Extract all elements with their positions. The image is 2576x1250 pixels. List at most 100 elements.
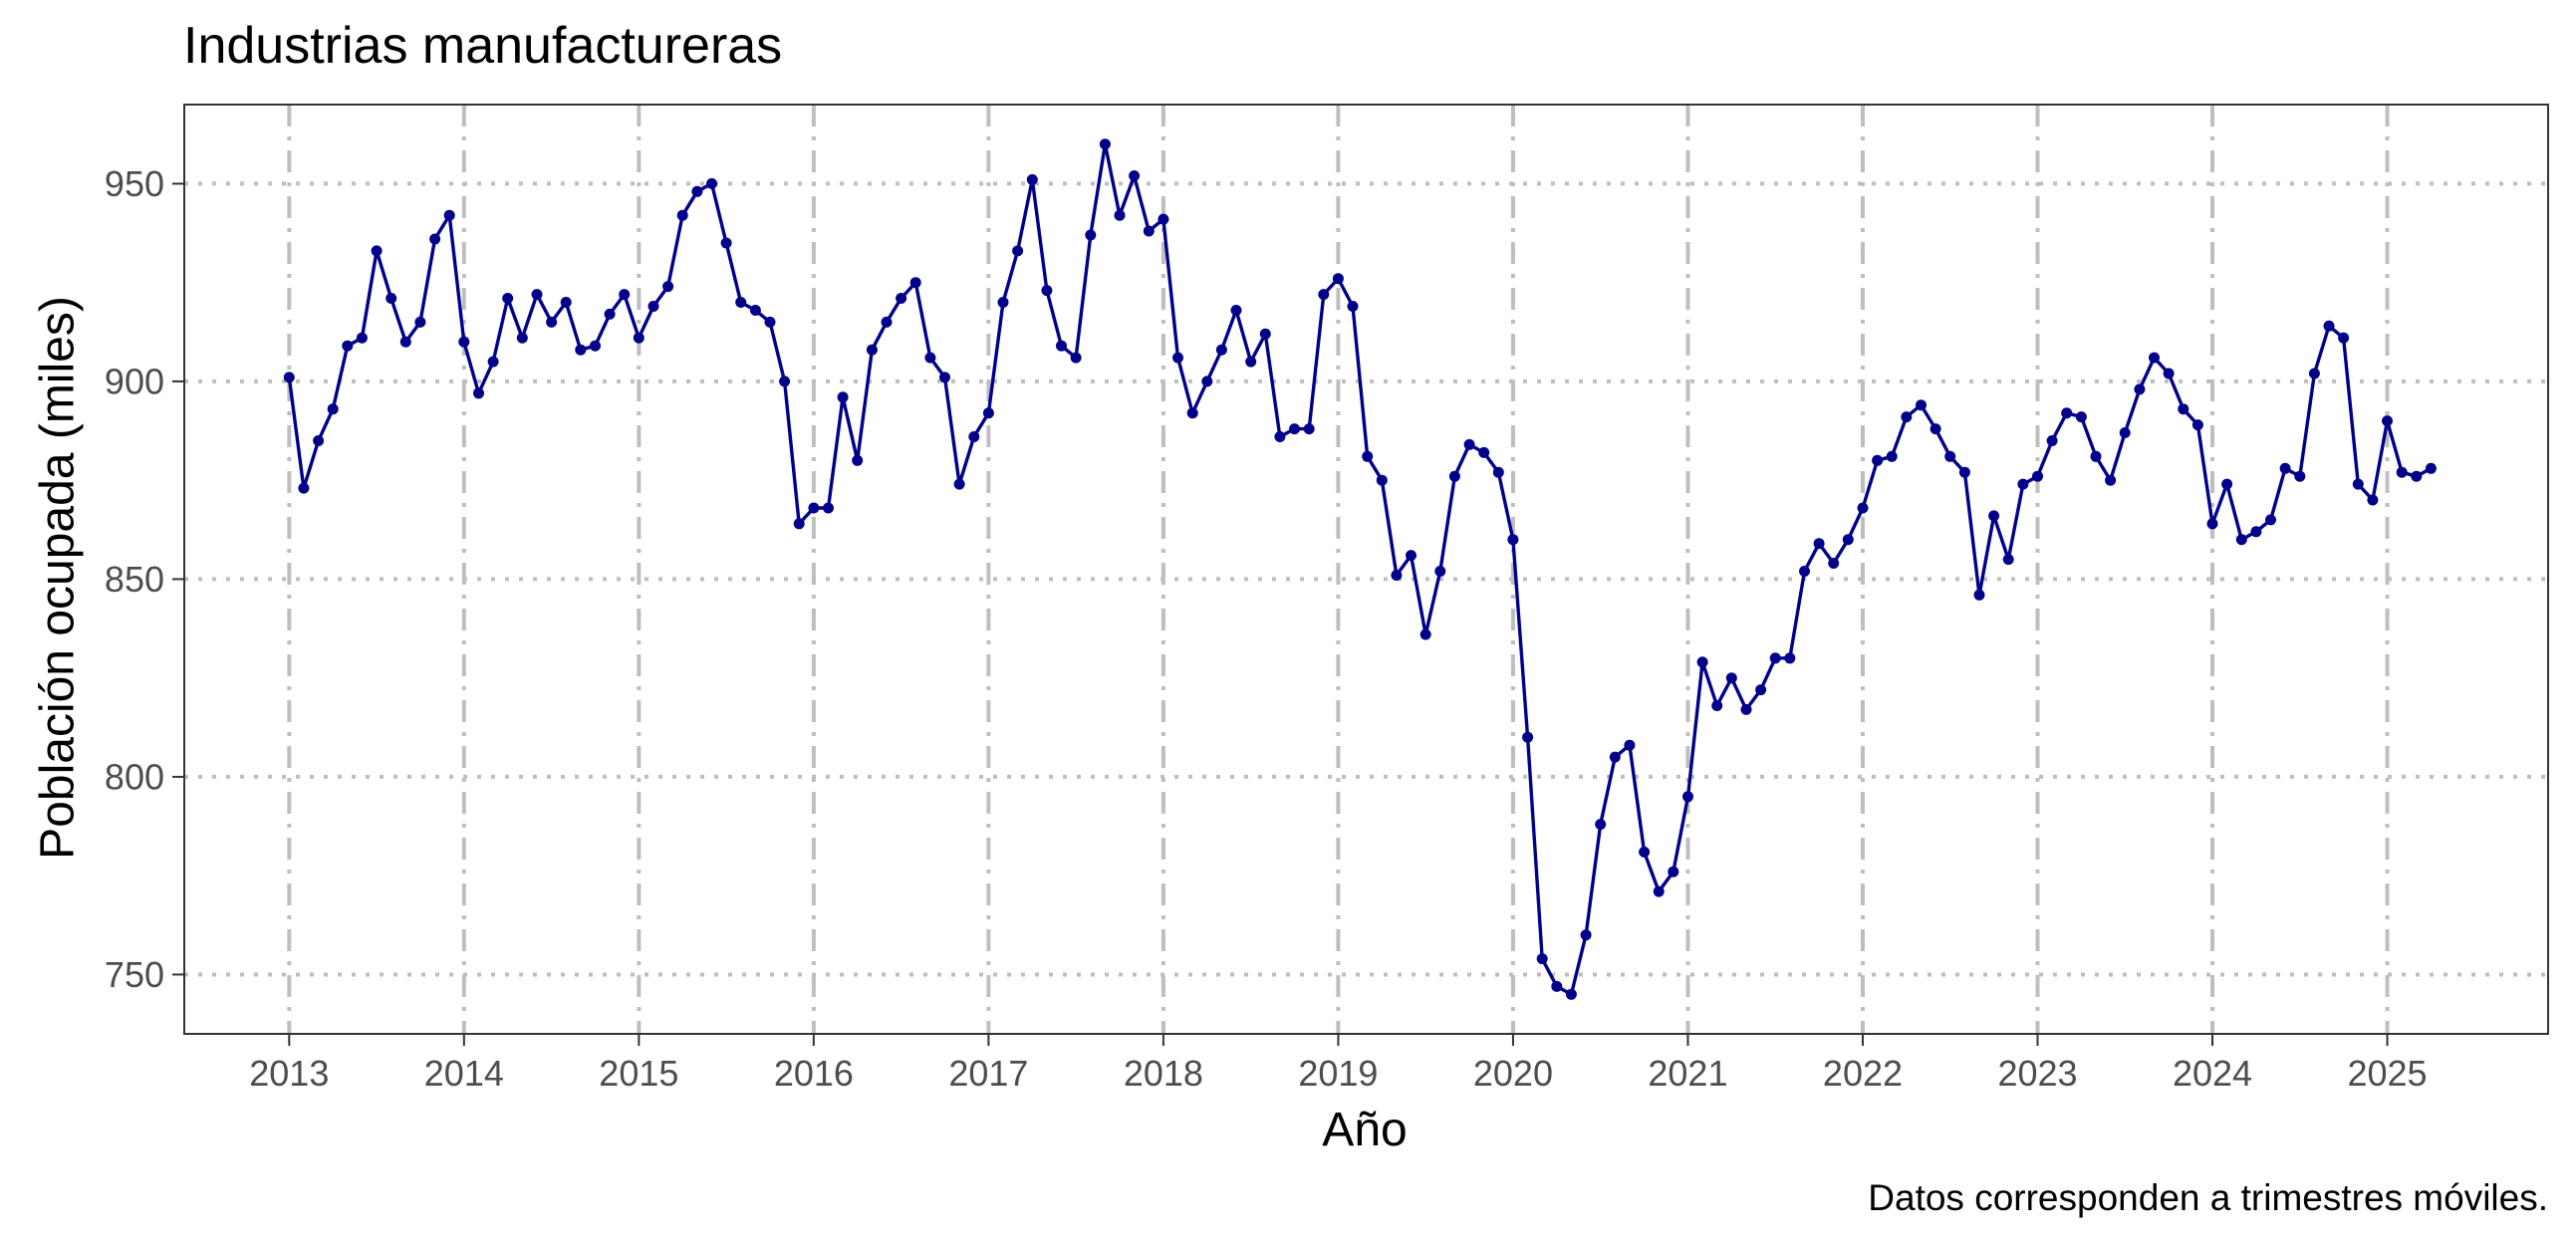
chart-caption: Datos corresponden a trimestres móviles. [1868, 1177, 2548, 1218]
y-tick-label: 800 [105, 756, 164, 797]
data-point [429, 233, 441, 245]
x-tick-label: 2021 [1648, 1053, 1727, 1094]
chart-title: Industrias manufactureras [183, 17, 783, 75]
data-point [866, 344, 878, 356]
data-point [2411, 470, 2423, 482]
x-tick-label: 2017 [948, 1053, 1028, 1094]
data-point [1259, 328, 1271, 340]
data-point [1318, 289, 1330, 301]
data-point [1143, 225, 1155, 237]
data-point [1624, 739, 1636, 751]
data-point [924, 352, 936, 364]
x-tick-label: 2016 [774, 1053, 854, 1094]
data-point [1639, 846, 1651, 858]
x-tick-label: 2023 [1997, 1053, 2077, 1094]
data-point [1813, 538, 1825, 550]
data-point [2105, 474, 2117, 486]
data-point [2425, 462, 2437, 474]
data-point [2061, 407, 2073, 419]
data-point [2090, 450, 2102, 462]
data-point [386, 293, 397, 304]
x-tick-label: 2024 [2173, 1053, 2252, 1094]
data-point [2323, 320, 2335, 332]
data-point [399, 336, 411, 348]
data-point [342, 340, 354, 352]
data-point [1799, 566, 1810, 577]
x-tick-label: 2020 [1473, 1053, 1553, 1094]
data-point [458, 336, 470, 348]
data-point [749, 305, 761, 316]
data-point [356, 332, 368, 344]
data-point [1056, 340, 1067, 352]
data-point [1857, 502, 1869, 514]
data-point [2279, 462, 2291, 474]
data-point [1463, 438, 1475, 450]
data-point [1099, 138, 1111, 150]
x-tick-label: 2018 [1124, 1053, 1203, 1094]
data-point [1362, 450, 1374, 462]
data-point [1478, 446, 1490, 458]
data-point [1653, 885, 1665, 897]
series [283, 138, 2437, 1000]
data-point [720, 237, 732, 249]
data-point [2017, 478, 2029, 490]
series-line [287, 141, 2433, 996]
data-point [1448, 470, 1460, 482]
data-point [633, 332, 644, 344]
data-point [1580, 929, 1592, 941]
x-tick-label: 2025 [2347, 1053, 2427, 1094]
data-point [909, 277, 921, 289]
data-point [1682, 791, 1693, 803]
data-point [676, 209, 688, 221]
data-point [1274, 431, 1286, 442]
data-point [837, 391, 849, 403]
data-point [764, 316, 776, 328]
data-point [968, 431, 980, 442]
y-tick-label: 950 [105, 163, 164, 204]
data-point [2235, 534, 2247, 546]
data-point [590, 340, 601, 352]
data-point [1725, 672, 1737, 684]
x-tick-label: 2014 [424, 1053, 504, 1094]
data-point [1434, 566, 1446, 577]
data-point [298, 482, 310, 494]
data-point [2032, 470, 2043, 482]
data-point [443, 209, 455, 221]
data-point [2265, 514, 2276, 526]
y-tick-label: 750 [105, 954, 164, 995]
data-point [604, 308, 616, 320]
data-point [2163, 368, 2175, 379]
data-point [2149, 352, 2160, 364]
data-point [823, 502, 834, 514]
data-point [1595, 819, 1607, 831]
data-point [371, 245, 383, 257]
data-point [793, 518, 805, 530]
data-point [1769, 652, 1781, 664]
data-point [1958, 466, 1970, 478]
data-point [1886, 450, 1898, 462]
data-point [2075, 411, 2087, 423]
data-point [1158, 213, 1169, 225]
data-point [1419, 628, 1431, 640]
data-point [2221, 478, 2233, 490]
data-point [2294, 470, 2306, 482]
data-point [1916, 399, 1927, 411]
data-point [808, 502, 820, 514]
panel-border [183, 104, 2549, 1035]
data-point [982, 407, 994, 419]
data-point [2002, 554, 2014, 566]
data-point [283, 372, 295, 383]
data-point [1085, 229, 1097, 241]
data-point [1536, 953, 1548, 965]
data-point [1041, 285, 1053, 297]
data-point [1492, 466, 1504, 478]
data-point [2191, 419, 2203, 431]
data-point [1609, 751, 1621, 763]
data-point [1755, 684, 1767, 696]
data-point [473, 387, 484, 399]
data-point [1551, 980, 1563, 992]
data-point [2119, 427, 2131, 438]
data-point [1872, 454, 1884, 466]
data-point [997, 297, 1009, 308]
